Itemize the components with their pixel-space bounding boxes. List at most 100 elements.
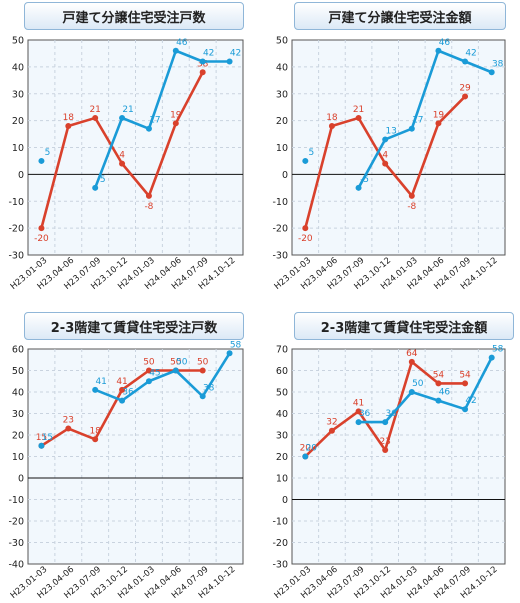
y-tick-label: 0 (18, 474, 24, 485)
y-tick-label: 50 (12, 36, 24, 47)
y-tick-label: -10 (272, 197, 288, 208)
data-point-blue (355, 184, 362, 191)
y-tick-label: 30 (12, 409, 24, 420)
data-label-blue: 42 (230, 49, 241, 59)
series-line-blue (357, 49, 493, 189)
data-label-blue: 17 (412, 116, 423, 126)
y-tick-label: 40 (276, 409, 288, 420)
data-label-red: 18 (89, 426, 101, 436)
y-tick-label: 30 (276, 431, 288, 442)
y-tick-label: 30 (12, 89, 24, 100)
line-chart: -30-20-1001020304050H23.01-03H23.04-06H2… (272, 36, 506, 292)
y-tick-label: 60 (12, 345, 24, 356)
y-tick-label: 40 (276, 62, 288, 73)
data-label-red: 20 (300, 444, 312, 454)
data-label-red: 32 (326, 418, 337, 428)
data-label-red: 15 (36, 433, 47, 443)
data-label-red: -20 (34, 234, 49, 244)
data-label-red: 29 (459, 83, 471, 93)
data-point-red (302, 225, 309, 232)
data-label-blue: 42 (203, 49, 214, 59)
data-label-red: -8 (407, 202, 416, 212)
data-point-blue (408, 125, 415, 132)
data-point-blue (145, 125, 152, 132)
data-point-blue (488, 69, 495, 76)
data-point-blue (38, 157, 45, 164)
data-point-red (65, 123, 72, 129)
data-label-blue: 5 (45, 148, 51, 158)
y-tick-label: -20 (8, 517, 24, 528)
data-label-blue: 46 (439, 388, 451, 398)
series-line-blue (358, 357, 493, 424)
data-label-blue: 13 (385, 126, 396, 136)
data-point-red (435, 380, 442, 387)
data-point-blue (382, 419, 389, 426)
data-point-red (382, 447, 389, 454)
data-point-red (462, 380, 469, 387)
data-point-red (65, 425, 72, 432)
y-tick-label: 20 (12, 431, 24, 442)
line-chart: -30-20-10010203040506070H23.01-03H23.04-… (272, 345, 506, 601)
data-point-red (355, 114, 362, 121)
data-point-red (145, 367, 152, 374)
data-label-blue: 21 (122, 105, 133, 115)
data-point-blue (38, 442, 45, 449)
y-tick-label: 50 (276, 36, 288, 47)
data-label-blue: 46 (439, 38, 451, 48)
data-point-blue (199, 58, 206, 65)
data-label-blue: 41 (95, 377, 106, 387)
data-label-red: 18 (63, 113, 75, 123)
data-point-blue (355, 419, 362, 426)
data-point-blue (119, 397, 126, 404)
y-tick-label: 20 (276, 116, 288, 127)
data-label-blue: -5 (360, 175, 369, 185)
data-point-red (199, 69, 206, 76)
y-tick-label: 60 (276, 366, 288, 377)
data-label-red: 23 (379, 437, 390, 447)
data-point-blue (226, 58, 233, 65)
data-label-blue: 42 (465, 49, 476, 59)
data-point-blue (226, 350, 233, 357)
data-point-red (119, 386, 126, 393)
data-point-blue (435, 397, 442, 404)
chart-panel-rental-amount: 2-3階建て賃貸住宅受注金額 -30 -20 -10 0 10 20 30 40 50 60 70 H… (262, 306, 520, 603)
data-label-blue: 50 (412, 379, 424, 389)
data-point-red (462, 93, 469, 100)
chart-panel-rental-units: 2-3階建て賃貸住宅受注戸数 -40 -30 -20 -10 0 10 20 30 40 50 60… (0, 306, 260, 603)
y-tick-label: 0 (282, 170, 288, 181)
data-point-blue (462, 58, 469, 65)
data-point-red (435, 120, 442, 127)
data-point-blue (92, 386, 99, 393)
data-label-blue: -5 (97, 175, 106, 185)
y-tick-label: 40 (12, 62, 24, 73)
data-label-red: 4 (382, 151, 388, 161)
data-label-blue: 42 (465, 396, 476, 406)
chart-title: 2-3階建て賃貸住宅受注戸数 (24, 312, 244, 340)
data-point-blue (119, 114, 126, 121)
data-label-red: 41 (353, 398, 364, 408)
y-tick-label: -20 (272, 538, 288, 549)
data-point-blue (199, 393, 206, 400)
y-tick-label: 30 (276, 89, 288, 100)
data-label-blue: 5 (308, 148, 314, 158)
y-tick-label: 50 (12, 366, 24, 377)
data-label-red: -20 (298, 234, 313, 244)
data-point-red (328, 427, 335, 434)
data-label-blue: 38 (203, 383, 215, 393)
data-point-blue (92, 184, 99, 191)
data-label-red: 50 (197, 358, 209, 368)
chart-panel-detached-amount: 戸建て分譲住宅受注金額 -30 -20 -10 0 10 20 30 40 50 H23.01-0… (262, 0, 520, 300)
y-tick-label: -20 (272, 224, 288, 235)
chart-title: 戸建て分譲住宅受注戸数 (24, 2, 244, 30)
data-label-blue: 58 (230, 340, 242, 350)
data-point-blue (382, 136, 389, 143)
data-label-blue: 36 (122, 388, 134, 398)
y-tick-label: 0 (18, 170, 24, 181)
data-point-red (408, 358, 415, 365)
y-tick-label: 40 (12, 388, 24, 399)
line-chart: -40-30-20-100102030405060H23.01-03H23.04… (8, 340, 244, 601)
data-point-red (145, 192, 152, 199)
data-label-blue: 38 (492, 59, 504, 69)
data-point-red (355, 408, 362, 415)
data-label-red: 19 (170, 110, 182, 120)
